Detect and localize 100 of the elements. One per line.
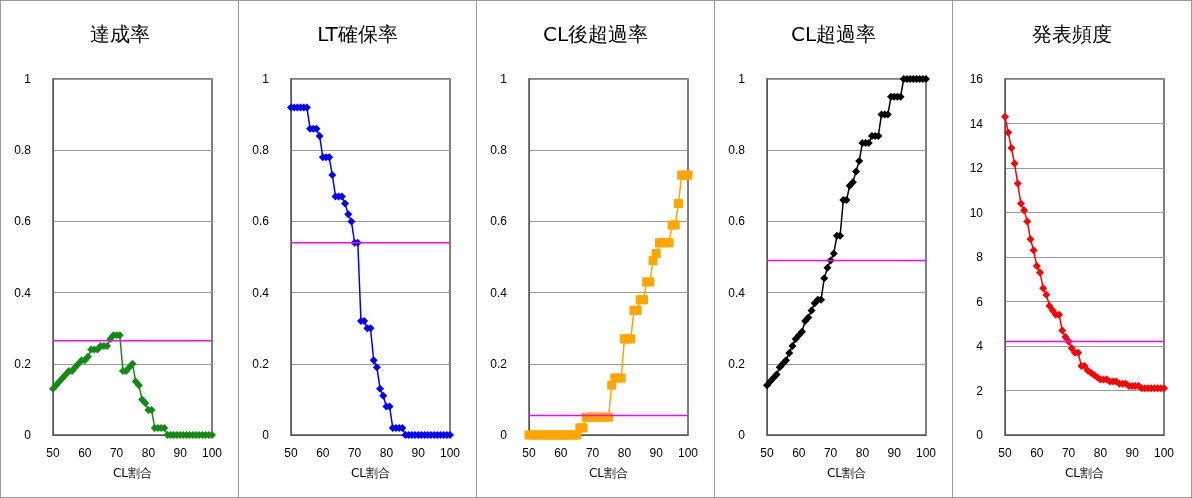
point	[823, 263, 832, 272]
point	[1058, 326, 1067, 335]
point	[788, 342, 797, 350]
y-tick-label: 0.6	[14, 214, 32, 229]
x-tick-label: 50	[46, 446, 60, 460]
point	[782, 356, 791, 365]
y-tick-label: 0.8	[490, 143, 508, 158]
point	[1023, 217, 1032, 226]
y-tick-label: 4	[976, 339, 984, 353]
point	[651, 248, 661, 258]
x-tick-label: 90	[887, 446, 902, 460]
point	[1020, 206, 1029, 215]
point	[1001, 112, 1009, 121]
x-tick-label: 80	[617, 446, 632, 460]
y-tick-label: 14	[969, 116, 984, 131]
x-tick-label: 80	[1093, 446, 1108, 460]
y-tick-label: 1	[500, 72, 508, 86]
point	[328, 171, 337, 180]
y-tick-label: 1	[262, 72, 270, 86]
x-tick-label: 60	[554, 446, 568, 460]
point	[1016, 199, 1025, 208]
y-tick-label: 0	[976, 428, 984, 442]
y-tick-label: 0.8	[14, 143, 32, 158]
point	[855, 156, 864, 165]
y-tick-label: 0.4	[490, 285, 508, 300]
x-tick-label: 70	[109, 446, 124, 460]
x-tick-label: 80	[141, 446, 156, 460]
x-tick-label: 100	[201, 446, 223, 460]
y-tick-label: 0	[500, 428, 508, 442]
y-tick-label: 6	[976, 294, 984, 309]
point	[1067, 344, 1076, 353]
chart-title: CL後超過率	[542, 22, 649, 46]
x-tick-label: 70	[585, 446, 600, 460]
y-tick-label: 0.2	[490, 356, 508, 371]
x-tick-label: 60	[316, 446, 330, 460]
chart-title: CL超過率	[790, 22, 877, 46]
y-tick-label: 0.2	[14, 356, 32, 371]
y-tick-label: 0.2	[252, 356, 270, 371]
x-tick-label: 90	[1125, 446, 1140, 460]
point	[376, 384, 385, 393]
y-tick-label: 8	[976, 250, 984, 264]
y-tick-label: 0	[24, 428, 32, 442]
x-tick-label: 50	[522, 446, 536, 460]
y-tick-label: 10	[969, 205, 984, 220]
point	[1010, 159, 1019, 168]
point	[315, 131, 324, 140]
x-tick-label: 70	[347, 446, 362, 460]
x-axis-title: CL割合	[112, 466, 153, 480]
x-tick-label: 50	[760, 446, 774, 460]
y-tick-label: 0.4	[728, 285, 746, 300]
point	[83, 352, 92, 361]
point	[1039, 284, 1048, 293]
point	[347, 217, 356, 226]
y-tick-label: 0.4	[14, 285, 32, 300]
point	[829, 249, 838, 258]
x-tick-label: 60	[78, 446, 92, 460]
chart-title: LT確保率	[317, 22, 398, 46]
chart-title: 発表頻度	[1031, 22, 1112, 46]
point	[1029, 246, 1038, 255]
x-axis-title: CL割合	[350, 466, 391, 480]
x-tick-label: 60	[1030, 446, 1044, 460]
x-tick-label: 60	[792, 446, 806, 460]
point	[1032, 261, 1041, 270]
y-tick-label: 0.8	[252, 143, 270, 158]
point	[807, 306, 816, 315]
point	[772, 370, 781, 379]
y-tick-label: 0.6	[252, 214, 270, 229]
point	[341, 199, 350, 208]
point	[372, 363, 381, 372]
x-axis-title: CL割合	[826, 466, 867, 480]
x-tick-label: 70	[823, 446, 838, 460]
x-tick-label: 50	[284, 446, 298, 460]
point	[1026, 235, 1035, 244]
point	[1045, 301, 1054, 310]
x-tick-label: 100	[677, 446, 699, 460]
x-tick-label: 50	[998, 446, 1012, 460]
x-tick-label: 100	[439, 446, 461, 460]
y-tick-label: 2	[976, 383, 984, 398]
y-tick-label: 0.6	[728, 214, 746, 229]
x-tick-label: 90	[649, 446, 664, 460]
y-tick-label: 12	[969, 161, 984, 175]
y-tick-label: 0.4	[252, 285, 270, 300]
point	[344, 210, 353, 219]
point	[785, 349, 794, 358]
point	[1042, 290, 1051, 299]
y-tick-label: 0.6	[490, 214, 508, 229]
point	[1061, 333, 1070, 342]
point	[673, 199, 683, 209]
x-tick-label: 80	[855, 446, 870, 460]
x-tick-label: 90	[173, 446, 188, 460]
point	[852, 167, 861, 176]
x-tick-label: 100	[915, 446, 937, 460]
point	[128, 359, 137, 368]
point	[1035, 268, 1044, 277]
point	[379, 391, 388, 400]
point	[1004, 128, 1013, 137]
x-axis-title: CL割合	[1064, 466, 1105, 480]
x-tick-label: 90	[411, 446, 426, 460]
y-tick-label: 1	[738, 72, 746, 86]
x-tick-label: 100	[1153, 446, 1175, 460]
